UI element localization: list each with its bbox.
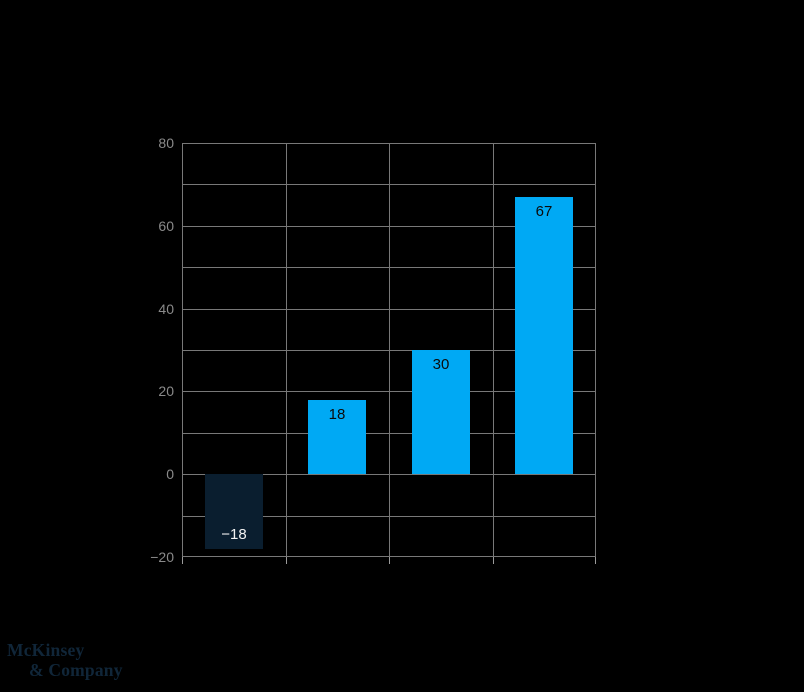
y-axis-label: −20 (150, 549, 174, 565)
bar (308, 400, 366, 474)
bar-value-label: 30 (432, 356, 450, 373)
bar-value-label: −18 (221, 526, 247, 543)
y-axis-label: 20 (158, 383, 174, 399)
x-axis-tick (493, 557, 494, 564)
y-axis-label: 40 (158, 301, 174, 317)
bar-value-label: 67 (535, 203, 553, 220)
gridline-vertical (493, 143, 494, 557)
mckinsey-logo: McKinsey & Company (7, 640, 123, 680)
logo-line2: & Company (29, 660, 123, 680)
gridline-vertical (286, 143, 287, 557)
gridline-vertical (595, 143, 596, 557)
bar-value-label: 18 (328, 406, 346, 423)
logo-line1: McKinsey (7, 640, 85, 660)
bar (515, 197, 573, 474)
y-axis-label: 0 (166, 466, 174, 482)
bar (412, 350, 470, 474)
gridline-vertical (182, 143, 183, 557)
bar (205, 474, 263, 549)
x-axis-tick (389, 557, 390, 564)
gridline-vertical (389, 143, 390, 557)
plot-area: 80 60 40 20 0 −20 −18 18 30 67 (150, 135, 596, 565)
y-axis-label: 80 (158, 135, 174, 151)
x-axis-tick (595, 557, 596, 564)
x-axis-tick (182, 557, 183, 564)
y-axis-label: 60 (158, 218, 174, 234)
x-axis-tick (286, 557, 287, 564)
